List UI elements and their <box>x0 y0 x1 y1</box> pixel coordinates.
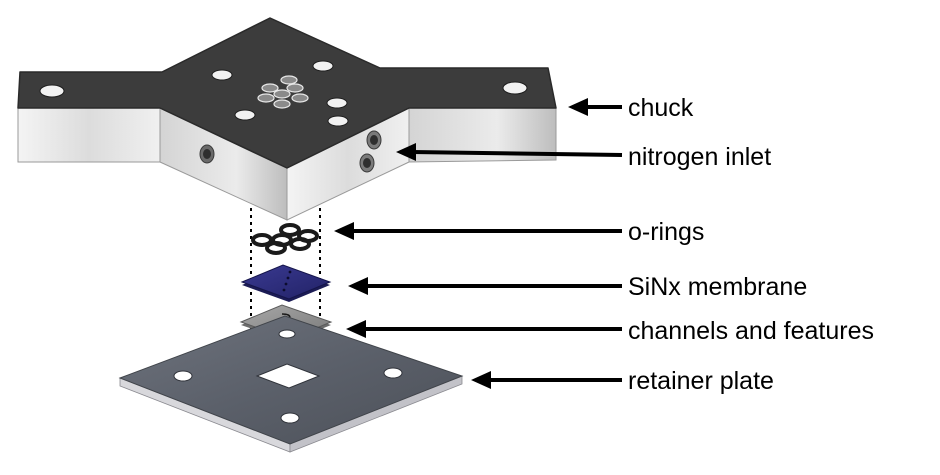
label-o-rings: o-rings <box>628 218 704 246</box>
arrow-channels <box>346 320 622 338</box>
label-sinx-membrane: SiNx membrane <box>628 273 807 301</box>
nitrogen-inlet-ports <box>359 130 382 173</box>
label-channels-and-features: channels and features <box>628 317 874 345</box>
callout-labels: chuck nitrogen inlet o-rings SiNx membra… <box>628 94 874 395</box>
arrow-retainer <box>471 371 622 389</box>
o-rings <box>251 223 319 255</box>
callout-arrows <box>334 98 623 389</box>
arrow-o-rings <box>334 222 622 240</box>
arrow-chuck <box>568 98 622 116</box>
arrow-membrane <box>348 277 622 295</box>
label-chuck: chuck <box>628 94 694 122</box>
retainer-window <box>255 363 321 389</box>
chuck <box>17 17 557 221</box>
arrow-nitrogen-inlet <box>396 143 623 161</box>
chuck-mounting-holes <box>39 60 528 127</box>
label-retainer-plate: retainer plate <box>628 367 774 395</box>
sinx-membrane <box>240 264 332 302</box>
label-nitrogen-inlet: nitrogen inlet <box>628 143 771 171</box>
chuck-side-port <box>199 144 215 164</box>
chuck-port-cluster <box>257 75 309 109</box>
retainer-plate <box>118 315 464 453</box>
retainer-holes <box>173 329 403 424</box>
